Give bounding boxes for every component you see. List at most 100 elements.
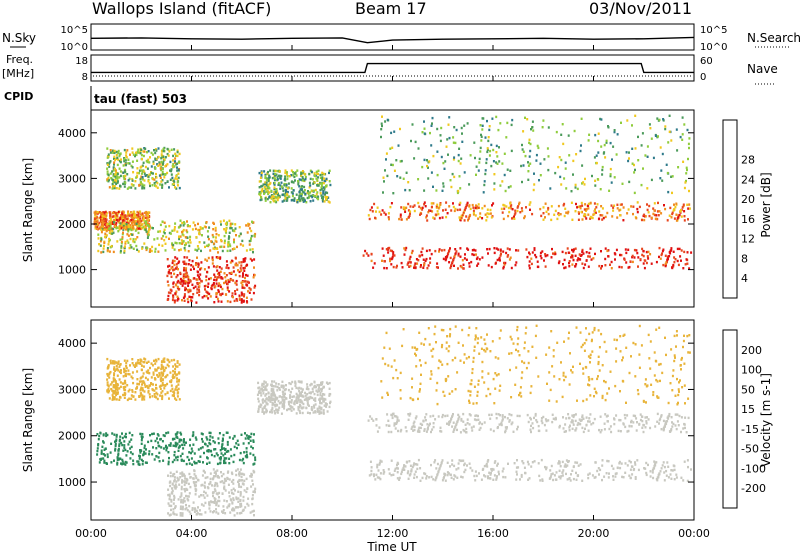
heatmap-cell bbox=[231, 501, 234, 504]
station-title: Wallops Island (fitACF) bbox=[92, 0, 271, 18]
heatmap-cell bbox=[173, 484, 176, 488]
heatmap-cell bbox=[473, 141, 476, 144]
heatmap-cell bbox=[258, 390, 261, 394]
heatmap-cell bbox=[200, 503, 203, 506]
heatmap-cell bbox=[444, 208, 447, 211]
heatmap-cell bbox=[646, 255, 649, 258]
heatmap-cell bbox=[388, 472, 391, 475]
heatmap-cell bbox=[581, 204, 584, 207]
heatmap-cell bbox=[573, 129, 576, 133]
heatmap-cell bbox=[306, 385, 309, 389]
heatmap-cell bbox=[176, 299, 179, 302]
heatmap-cell bbox=[554, 171, 557, 175]
heatmap-cell bbox=[503, 263, 506, 266]
heatmap-cell bbox=[194, 508, 197, 511]
heatmap-cell bbox=[205, 278, 208, 282]
heatmap-cell bbox=[413, 462, 416, 465]
heatmap-cell bbox=[580, 117, 583, 120]
heatmap-cell bbox=[283, 395, 286, 399]
heatmap-cell bbox=[637, 135, 639, 139]
heatmap-cell bbox=[554, 251, 557, 254]
heatmap-cell bbox=[220, 474, 223, 478]
heatmap-cell bbox=[418, 205, 421, 208]
heatmap-cell bbox=[609, 173, 612, 176]
heatmap-cell bbox=[183, 443, 186, 447]
heatmap-cell bbox=[270, 398, 273, 402]
heatmap-cell bbox=[245, 450, 248, 454]
heatmap-cell bbox=[472, 248, 475, 252]
heatmap-cell bbox=[321, 178, 324, 181]
heatmap-cell bbox=[296, 394, 299, 397]
heatmap-cell bbox=[108, 237, 111, 241]
heatmap-cell bbox=[607, 255, 610, 258]
heatmap-cell bbox=[113, 167, 116, 170]
heatmap-cell bbox=[439, 203, 442, 206]
heatmap-cell bbox=[138, 380, 141, 383]
heatmap-cell bbox=[620, 121, 622, 124]
heatmap-cell bbox=[102, 224, 105, 227]
heatmap-cell bbox=[178, 260, 181, 263]
heatmap-cell bbox=[294, 172, 297, 175]
heatmap-cell bbox=[98, 221, 101, 225]
heatmap-cell bbox=[413, 473, 416, 476]
heatmap-cell bbox=[518, 201, 521, 204]
heatmap-cell bbox=[402, 206, 405, 209]
heatmap-cell bbox=[300, 197, 303, 200]
heatmap-cell bbox=[111, 394, 114, 397]
heatmap-cell bbox=[119, 363, 122, 366]
heatmap-cell bbox=[473, 474, 476, 478]
heatmap-cell bbox=[213, 301, 216, 304]
heatmap-cell bbox=[132, 240, 135, 243]
heatmap-cell bbox=[476, 205, 478, 208]
heatmap-cell bbox=[662, 118, 665, 121]
heatmap-cell bbox=[494, 262, 497, 265]
heatmap-cell bbox=[531, 120, 534, 123]
heatmap-cell bbox=[261, 408, 264, 412]
heatmap-cell bbox=[131, 371, 134, 374]
heatmap-cell bbox=[629, 461, 632, 464]
heatmap-cell bbox=[211, 257, 214, 261]
heatmap-cell bbox=[182, 279, 185, 283]
heatmap-cell bbox=[594, 252, 596, 256]
heatmap-cell bbox=[189, 225, 191, 228]
heatmap-cell bbox=[173, 268, 176, 271]
heatmap-cell bbox=[267, 185, 270, 189]
heatmap-cell bbox=[158, 372, 161, 375]
heatmap-cell bbox=[453, 175, 456, 179]
heatmap-cell bbox=[269, 396, 272, 400]
heatmap-cell bbox=[515, 466, 518, 469]
heatmap-cell bbox=[308, 181, 311, 185]
heatmap-cell bbox=[668, 255, 671, 258]
heatmap-cell bbox=[206, 270, 209, 274]
heatmap-cell bbox=[293, 197, 296, 200]
heatmap-cell bbox=[320, 188, 323, 191]
heatmap-cell bbox=[585, 259, 588, 262]
heatmap-cell bbox=[254, 456, 257, 459]
heatmap-cell bbox=[208, 501, 211, 504]
heatmap-cell bbox=[117, 447, 120, 451]
heatmap-cell bbox=[228, 436, 231, 439]
heatmap-cell bbox=[164, 156, 167, 159]
heatmap-cell bbox=[421, 208, 424, 211]
heatmap-cell bbox=[110, 461, 113, 464]
heatmap-cell bbox=[672, 265, 675, 268]
nsky-label: N.Sky bbox=[2, 31, 36, 45]
heatmap-cell bbox=[168, 150, 171, 153]
heatmap-cell bbox=[284, 179, 287, 182]
heatmap-cell bbox=[175, 266, 178, 269]
heatmap-cell bbox=[414, 140, 417, 144]
heatmap-cell bbox=[444, 160, 447, 163]
heatmap-cell bbox=[320, 184, 323, 187]
heatmap-cell bbox=[294, 179, 296, 182]
heatmap-cell bbox=[404, 188, 407, 192]
heatmap-cell bbox=[274, 177, 276, 180]
heatmap-cell bbox=[102, 453, 105, 456]
heatmap-cell bbox=[177, 176, 180, 180]
heatmap-cell bbox=[257, 410, 260, 413]
heatmap-cell bbox=[164, 249, 167, 252]
heatmap-cell bbox=[250, 432, 253, 436]
heatmap-cell bbox=[376, 206, 379, 209]
heatmap-cell bbox=[520, 207, 523, 210]
heatmap-cell bbox=[409, 472, 412, 476]
heatmap-cell bbox=[597, 151, 600, 154]
